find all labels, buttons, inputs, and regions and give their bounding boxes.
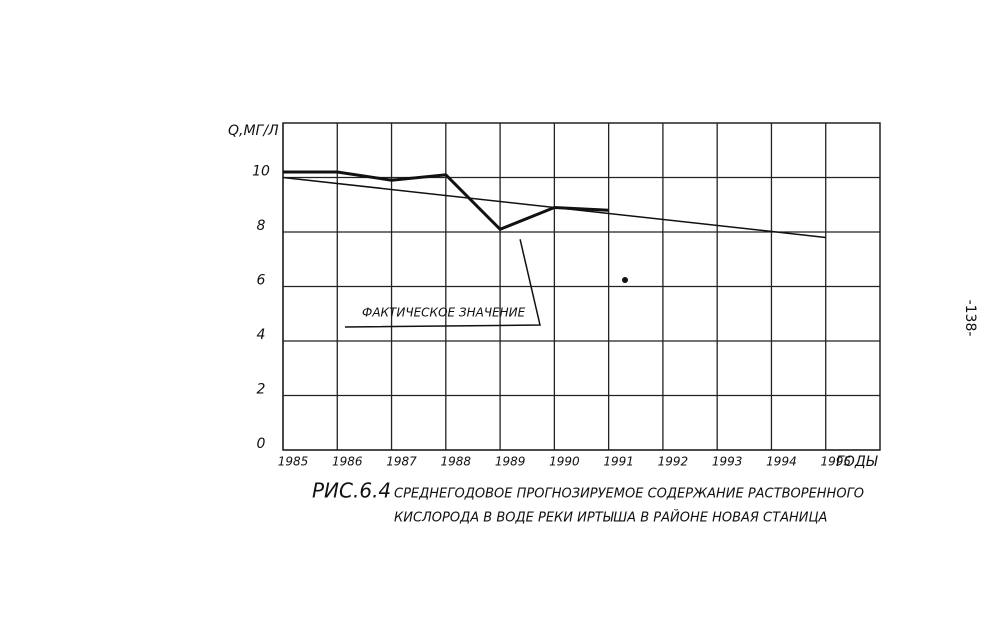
series-annotation: ФАКТИЧЕСКОЕ ЗНАЧЕНИЕ xyxy=(362,306,526,320)
y-tick-label: 10 xyxy=(252,164,270,180)
x-tick-label: 1993 xyxy=(712,455,743,469)
x-tick-label: 1988 xyxy=(441,455,472,469)
leader-line xyxy=(344,239,541,328)
x-tick-label: 1990 xyxy=(549,455,580,469)
x-tick-label: 1995 xyxy=(820,455,851,469)
y-axis-label: Q,МГ/Л xyxy=(228,123,279,139)
y-tick-label: 0 xyxy=(257,436,266,452)
x-axis-label: ГОДЫ xyxy=(836,454,878,470)
x-tick-label: 1994 xyxy=(766,455,797,469)
x-tick-label: 1985 xyxy=(278,455,309,469)
y-tick-label: 8 xyxy=(257,218,266,234)
x-tick-label: 1987 xyxy=(386,455,417,469)
x-tick-label: 1986 xyxy=(332,455,363,469)
caption-label: РИС.6.4 xyxy=(312,479,391,503)
ink-spot xyxy=(622,277,628,283)
x-tick-label: 1991 xyxy=(603,455,634,469)
y-tick-label: 4 xyxy=(257,327,266,343)
chart-subtitle: КИСЛОРОДА В ВОДЕ РЕКИ ИРТЫША В РАЙОНЕ НО… xyxy=(394,510,827,526)
data-line xyxy=(282,176,826,239)
y-tick-label: 2 xyxy=(257,382,266,398)
x-tick-label: 1989 xyxy=(495,455,526,469)
page-number: -138- xyxy=(962,300,978,337)
chart-title: СРЕДНЕГОДОВОЕ ПРОГНОЗИРУЕМОЕ СОДЕРЖАНИЕ … xyxy=(394,487,864,502)
y-tick-label: 6 xyxy=(257,273,266,289)
x-tick-label: 1992 xyxy=(658,455,689,469)
